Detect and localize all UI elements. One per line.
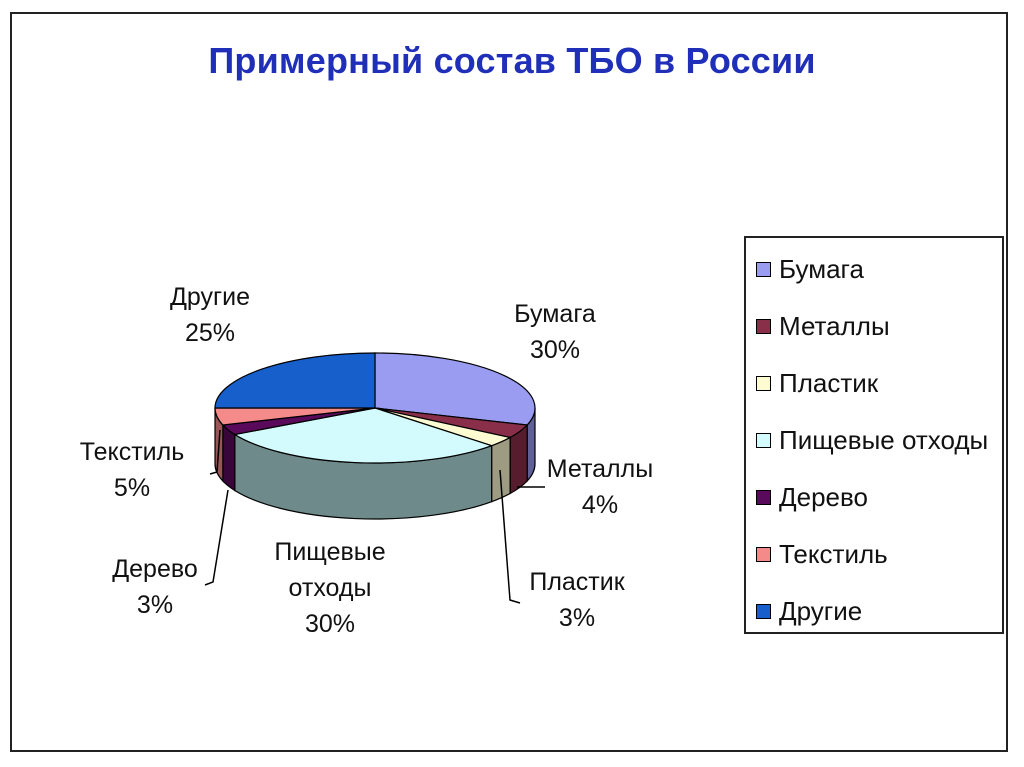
slice-label-line: 3% (137, 591, 173, 619)
legend-label: Другие (779, 595, 863, 626)
pie-slice-0 (374, 352, 536, 426)
slice-label-line: 3% (559, 604, 595, 632)
slice-label-6: Другие 25% (170, 283, 250, 347)
legend-label: Пластик (779, 367, 879, 398)
slice-label-line: 25% (185, 319, 235, 347)
slice-label-line: Пищевые (274, 538, 385, 566)
pie-labels: Бумага 30% Металлы 4% Пластик 3% Пищевые отходы… (80, 283, 653, 638)
slice-label-line: Металлы (547, 455, 653, 483)
legend-swatch (756, 375, 771, 391)
slice-label-line: Пластик (529, 568, 625, 596)
legend-swatch (756, 603, 771, 619)
slice-label-line: Текстиль (80, 438, 185, 466)
slice-label-5: Текстиль 5% (80, 438, 185, 502)
legend-swatch (756, 546, 771, 562)
legend-label: Пищевые отходы (779, 424, 989, 455)
slice-label-line: 5% (114, 474, 150, 502)
slice-label-line: Дерево (112, 555, 198, 583)
legend-item: Бумага (756, 254, 864, 284)
legend-item: Пищевые отходы (756, 425, 988, 455)
slice-label-line: 30% (530, 336, 580, 364)
pie-side-4 (222, 423, 236, 492)
legend-swatch (756, 489, 771, 505)
pie-slice-3 (233, 407, 494, 464)
legend-label: Бумага (779, 253, 864, 284)
slice-label-1: Металлы 4% (547, 455, 653, 519)
legend-item: Металлы (756, 311, 890, 341)
slice-label-line: Другие (170, 283, 250, 311)
legend-swatch (756, 432, 771, 448)
legend-swatch (756, 318, 771, 334)
legend-item: Пластик (756, 368, 878, 398)
legend-item: Другие (756, 596, 862, 626)
slice-label-line: 4% (582, 491, 618, 519)
pie-leaders (204, 429, 545, 604)
leader-line-2 (499, 469, 521, 604)
slice-label-4: Дерево 3% (112, 555, 198, 619)
slice-label-line: Бумага (514, 300, 596, 328)
legend-label: Дерево (779, 481, 868, 512)
legend-item: Текстиль (756, 539, 888, 569)
slice-label-3: Пищевые отходы 30% (274, 538, 385, 638)
legend: Бумага Металлы Пластик Пищевые отходы Дерево… (744, 236, 1004, 634)
leader-line-5 (209, 429, 221, 475)
chart-title: Примерный состав ТБО в России (208, 40, 816, 81)
pie-sides (214, 407, 536, 520)
leader-line-4 (204, 489, 229, 586)
slice-label-0: Бумага 30% (514, 300, 596, 364)
slice-label-line: 30% (305, 610, 355, 638)
pie-side-2 (491, 436, 511, 503)
legend-label: Металлы (779, 310, 890, 341)
slice-label-2: Пластик 3% (529, 568, 625, 632)
legend-item: Дерево (756, 482, 868, 512)
pie-tops (214, 352, 536, 464)
slice-label-line: отходы (289, 574, 372, 602)
legend-swatch (756, 261, 771, 277)
legend-label: Текстиль (779, 538, 888, 569)
pie-slice-6 (214, 352, 376, 409)
